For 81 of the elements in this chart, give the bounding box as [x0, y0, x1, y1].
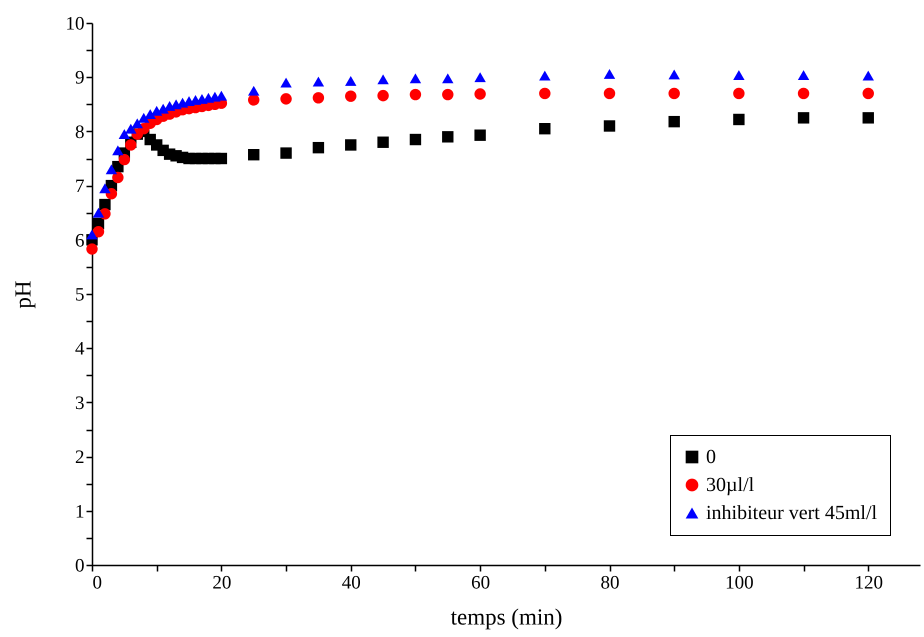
point: [86, 243, 98, 255]
point: [377, 90, 389, 102]
x-tick-label: 0: [92, 572, 102, 594]
y-tick-label: 3: [75, 392, 84, 414]
point: [248, 94, 260, 106]
point: [138, 112, 150, 123]
point: [604, 69, 616, 79]
point: [668, 88, 680, 100]
point: [668, 70, 680, 80]
point: [410, 73, 422, 84]
x-tick-label: 120: [854, 572, 883, 594]
point: [474, 129, 486, 141]
point: [312, 92, 324, 104]
point: [248, 149, 260, 160]
y-tick-label: 7: [75, 176, 84, 198]
x-tick-label: 60: [471, 572, 490, 594]
point: [862, 88, 874, 100]
point: [862, 70, 874, 81]
y-tick-label: 5: [75, 284, 84, 306]
y-tick-label: 0: [75, 556, 84, 576]
x-tick-label: 80: [600, 572, 620, 594]
legend-label: inhibiteur vert 45ml/l: [706, 502, 878, 524]
point: [733, 114, 745, 126]
y-tick-label: 2: [75, 447, 84, 468]
y-tick-label: 8: [75, 122, 84, 143]
y-tick-label: 4: [75, 338, 85, 360]
point: [280, 93, 292, 105]
point: [377, 74, 389, 84]
point: [118, 154, 130, 166]
point: [280, 147, 292, 159]
point: [539, 122, 551, 134]
x-tick-label: 40: [342, 572, 361, 594]
point: [474, 88, 486, 100]
point: [442, 73, 454, 84]
point: [248, 86, 260, 96]
point: [86, 229, 98, 240]
point: [345, 139, 356, 151]
point: [92, 208, 104, 218]
point: [862, 112, 874, 124]
point: [798, 112, 810, 124]
point: [410, 88, 422, 100]
legend-label: 30µl/l: [706, 474, 755, 496]
point: [733, 70, 745, 80]
point: [216, 152, 228, 164]
point: [312, 76, 324, 86]
point: [668, 116, 680, 128]
point: [92, 226, 104, 238]
x-axis-title: temps (min): [450, 604, 562, 630]
x-tick-label: 100: [725, 572, 754, 594]
point: [539, 88, 551, 100]
point: [99, 183, 111, 194]
y-tick-label: 6: [75, 230, 84, 252]
point: [118, 129, 130, 140]
point: [144, 109, 156, 119]
point: [132, 118, 143, 128]
point: [733, 88, 745, 100]
point: [345, 76, 356, 86]
point: [112, 145, 124, 156]
point: [798, 88, 810, 100]
point: [539, 70, 551, 81]
x-tick-label: 20: [212, 572, 232, 594]
point: [604, 120, 616, 132]
point: [312, 142, 324, 154]
y-axis-title: pH: [10, 280, 36, 309]
point: [280, 78, 292, 88]
point: [442, 88, 454, 100]
point: [442, 131, 454, 143]
point: [377, 136, 389, 148]
point: [798, 70, 810, 80]
y-tick-label: 10: [66, 14, 84, 34]
point: [604, 88, 616, 100]
y-tick-label: 1: [75, 501, 84, 522]
point: [345, 90, 356, 102]
y-tick-label: 9: [75, 68, 84, 89]
point: [106, 164, 118, 174]
point: [474, 72, 486, 82]
point: [125, 139, 137, 151]
point: [410, 134, 422, 146]
point: [125, 124, 137, 134]
point: [112, 172, 124, 184]
legend-label: 0: [706, 446, 716, 468]
